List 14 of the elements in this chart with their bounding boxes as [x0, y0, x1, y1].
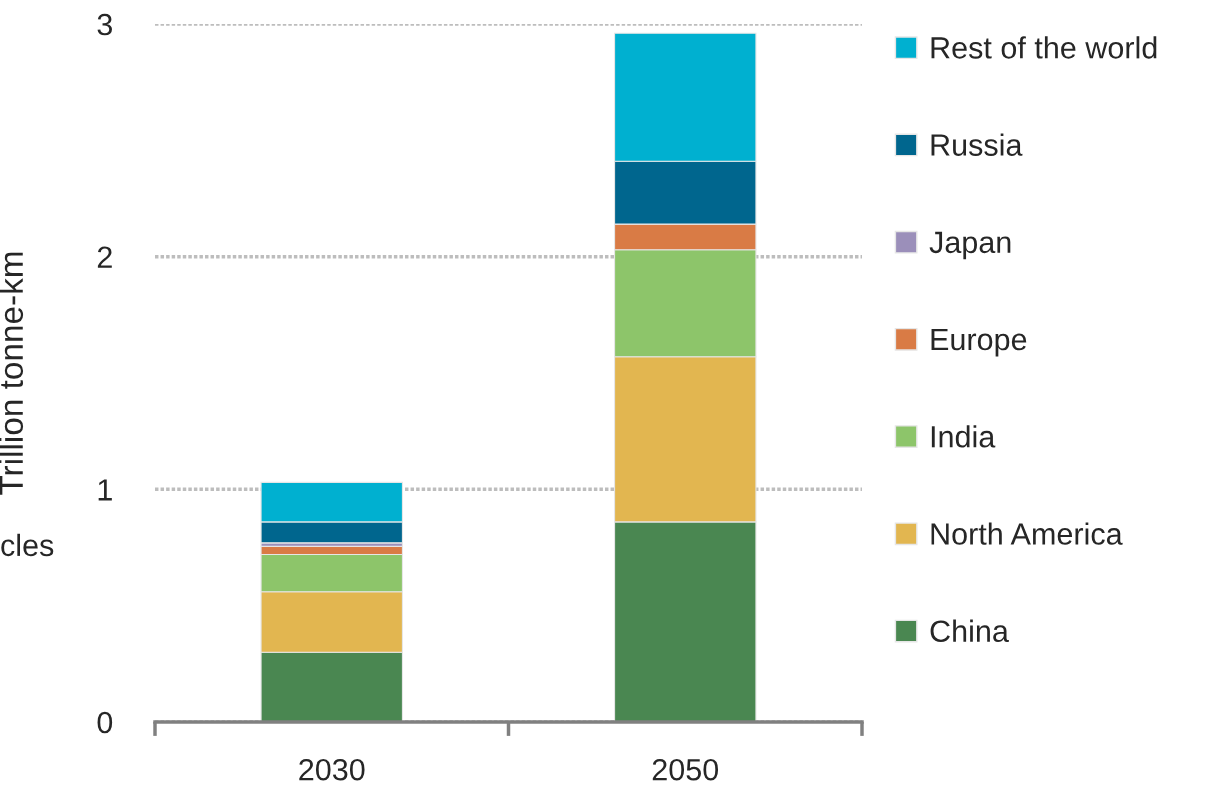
legend-label: Europe: [931, 329, 1027, 357]
y-tick-label: 3: [97, 13, 112, 36]
legend-label: Rest of the world: [931, 36, 1157, 59]
legend-label: India: [931, 425, 996, 448]
y-tick-label: 1: [98, 479, 112, 501]
y-tick-label: 0: [97, 711, 113, 734]
legend-label: Japan: [929, 231, 1011, 260]
legend-label: China: [930, 619, 1009, 643]
legend-label: North America: [931, 522, 1123, 545]
y-tick-label: 2: [97, 246, 112, 268]
x-tick-label: 2030: [299, 758, 365, 781]
legend-label: Russia: [931, 133, 1023, 156]
text: cles: [1, 533, 54, 557]
x-tick-label: 2050: [652, 758, 719, 781]
